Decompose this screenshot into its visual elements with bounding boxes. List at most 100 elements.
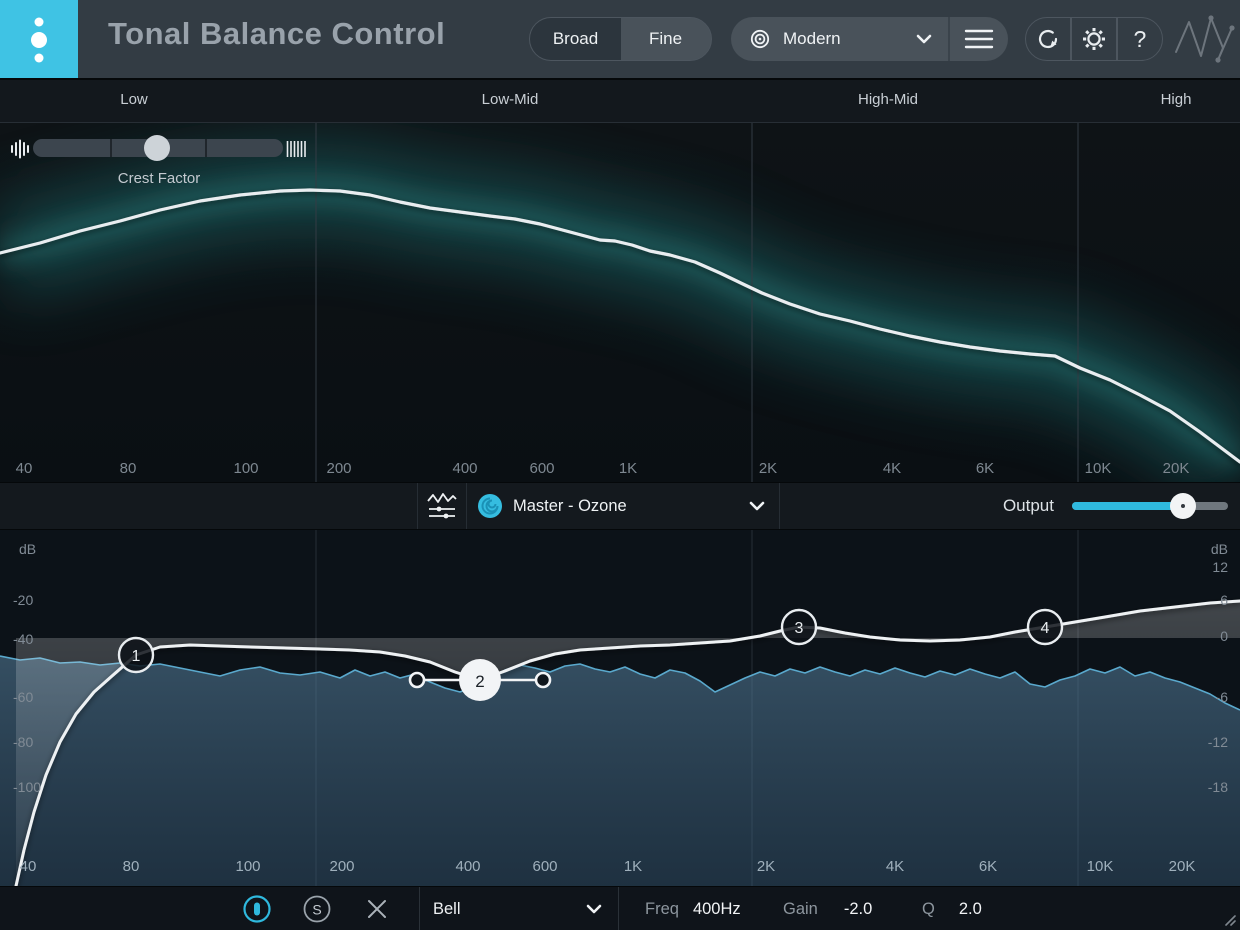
ozone-icon [478,494,502,518]
divider [948,17,950,61]
crest-factor-slider[interactable] [33,135,283,161]
db-tick-label: dB [1211,541,1228,557]
db-tick-label: dB [19,541,36,557]
gain-parameter: Gain -2.0 [783,887,872,930]
solo-letter: S [312,901,321,917]
freq-tick-label: 600 [529,460,554,477]
eq-node-number: 1 [132,648,141,665]
history-icon [1039,29,1058,49]
db-tick-label: -18 [1208,779,1228,795]
freq-tick-label: 10K [1087,858,1114,875]
freq-value-field[interactable]: 400Hz [692,899,741,918]
db-tick-label: -80 [13,734,33,750]
eq-node-number: 4 [1041,620,1050,637]
band-label-low: Low [120,91,148,108]
preset-menu-button[interactable] [950,17,1008,61]
band-power-button[interactable] [242,894,272,924]
db-tick-label: -20 [13,592,33,608]
freq-tick-label: 400 [455,858,480,875]
right-db-scale: dB 12 6 0 -6 -12 -18 [1208,541,1228,795]
eq-node-2-selected[interactable]: 2 [459,659,501,701]
freq-tick-label: 6K [976,460,994,477]
output-label: Output [1002,496,1054,515]
gain-value-field[interactable]: -2.0 [843,899,873,918]
spectrum-fill [0,656,1240,886]
eq-chart: dB -20 -40 -60 -80 -100 dB 12 6 0 -6 -12… [0,530,1240,886]
eq-node-number: 2 [475,672,484,691]
band-label-low-mid: Low-Mid [481,91,539,108]
db-tick-label: 6 [1220,592,1228,608]
freq-tick-label: 400 [452,460,477,477]
eq-node-1[interactable]: 1 [117,636,155,674]
freq-tick-label: 20K [1163,460,1190,477]
q-label: Q [922,899,935,918]
window-resize-handle[interactable] [1222,912,1236,926]
fine-toggle-button[interactable]: Fine [621,18,710,60]
target-curve-chart: 40 80 100 200 400 600 1K 2K 4K 6K 10K 20… [0,123,1240,482]
band-solo-button[interactable]: S [302,894,332,924]
output-slider-fill [1072,502,1183,510]
close-icon [368,899,386,918]
q-value-field[interactable]: 2.0 [958,899,982,918]
db-tick-label: 0 [1220,628,1228,644]
slider-segment-divider [205,139,207,157]
output-section: Output [780,483,1240,529]
freq-tick-label: 80 [120,460,137,477]
freq-tick-label: 40 [20,858,37,875]
freq-parameter: Freq 400Hz [645,887,741,930]
db-tick-label: -40 [13,631,33,647]
divider [1070,18,1072,60]
hamburger-icon [964,29,994,49]
freq-tick-label: 4K [886,858,904,875]
eq-curve-fill [16,601,1240,886]
freq-tick-label: 1K [619,460,637,477]
freq-tick-label: 2K [757,858,775,875]
divider [1116,18,1118,60]
crest-factor-slider-thumb[interactable] [144,135,170,161]
page-title: Tonal Balance Control [108,16,446,51]
freq-tick-label: 20K [1169,858,1196,875]
header-bar: Tonal Balance Control Broad Fine Modern [0,0,1240,78]
eq-view-button[interactable] [418,483,467,529]
target-preset-value: Modern [783,29,841,48]
source-select-dropdown[interactable]: Master - Ozone [467,483,780,529]
settings-button[interactable] [1072,18,1116,60]
band-label-high: High [1160,91,1192,108]
utility-button-group: ? [1025,17,1163,61]
db-tick-label: -60 [13,689,33,705]
eq-node-3[interactable]: 3 [780,608,818,646]
chevron-down-icon [749,501,765,511]
waveform-icon [11,139,29,159]
freq-tick-label: 2K [759,460,777,477]
filter-shape-dropdown[interactable]: Bell [419,887,618,930]
lower-chart-frequency-ticks: 40 80 100 200 400 600 1K 2K 4K 6K 10K 20… [20,858,1196,875]
history-button[interactable] [1026,18,1070,60]
resize-grip-icon [1225,915,1236,926]
eq-curve-icon [427,493,457,519]
db-tick-label: 12 [1212,559,1228,575]
band-delete-button[interactable] [366,898,388,920]
left-db-scale: dB -20 -40 -60 -80 -100 [13,541,41,795]
broad-toggle-button[interactable]: Broad [530,18,621,60]
q-parameter: Q 2.0 [922,887,982,930]
band-gridlines [315,123,1079,482]
target-preset-dropdown[interactable]: Modern [731,17,948,61]
freq-tick-label: 100 [235,858,260,875]
output-slider-thumb[interactable] [1170,493,1196,519]
broad-fine-toggle: Broad Fine [529,17,712,61]
divider [618,887,619,930]
help-button[interactable]: ? [1118,18,1162,60]
freq-tick-label: 100 [233,460,258,477]
q-handle-left[interactable] [408,671,426,689]
output-gain-slider[interactable] [1072,493,1228,519]
solo-icon: S [303,895,331,922]
freq-tick-label: 200 [326,460,351,477]
chevron-down-icon [916,34,932,44]
db-tick-label: -100 [13,779,41,795]
slider-segment-divider [110,139,112,157]
freq-tick-label: 600 [532,858,557,875]
q-handle-right[interactable] [534,671,552,689]
eq-node-4[interactable]: 4 [1026,608,1064,646]
filter-shape-value: Bell [433,899,461,918]
freq-tick-label: 80 [123,858,140,875]
